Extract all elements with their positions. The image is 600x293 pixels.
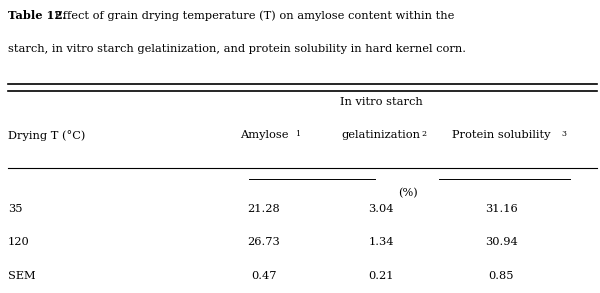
Text: 0.47: 0.47: [251, 271, 277, 281]
Text: Drying T (°C): Drying T (°C): [8, 130, 85, 141]
Text: 30.94: 30.94: [485, 237, 517, 247]
Text: 1.34: 1.34: [368, 237, 394, 247]
Text: Table 12.: Table 12.: [8, 10, 66, 21]
Text: 0.85: 0.85: [488, 271, 514, 281]
Text: starch, in vitro starch gelatinization, and protein solubility in hard kernel co: starch, in vitro starch gelatinization, …: [8, 44, 466, 54]
Text: SEM: SEM: [8, 271, 35, 281]
Text: In vitro starch: In vitro starch: [340, 97, 422, 107]
Text: 26.73: 26.73: [248, 237, 280, 247]
Text: 0.21: 0.21: [368, 271, 394, 281]
Text: 3: 3: [561, 130, 566, 138]
Text: 21.28: 21.28: [248, 204, 280, 214]
Text: (%): (%): [398, 188, 418, 198]
Text: Protein solubility: Protein solubility: [452, 130, 550, 140]
Text: Amylose: Amylose: [240, 130, 288, 140]
Text: gelatinization: gelatinization: [341, 130, 421, 140]
Text: 1: 1: [295, 130, 301, 138]
Text: Effect of grain drying temperature (T) on amylose content within the: Effect of grain drying temperature (T) o…: [51, 10, 454, 21]
Text: 35: 35: [8, 204, 22, 214]
Text: 2: 2: [422, 130, 427, 138]
Text: 31.16: 31.16: [485, 204, 517, 214]
Text: 3.04: 3.04: [368, 204, 394, 214]
Text: 120: 120: [8, 237, 29, 247]
